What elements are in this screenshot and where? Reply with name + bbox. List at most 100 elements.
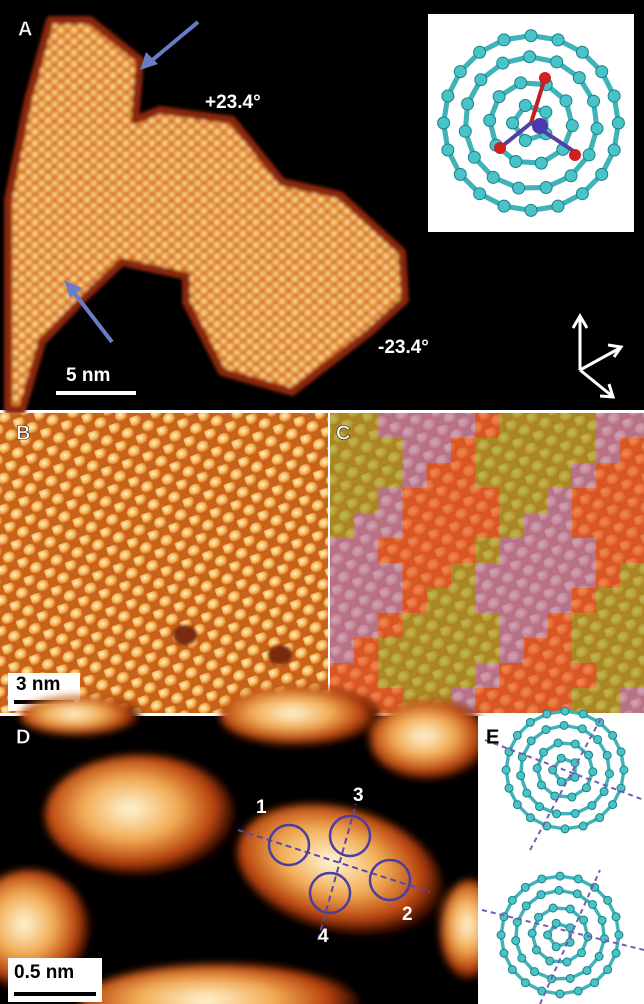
- cage-atom: [517, 953, 527, 963]
- cage-atom: [525, 717, 535, 727]
- cage-atom: [608, 730, 618, 740]
- cage-atom: [524, 203, 538, 217]
- arrow: [70, 288, 114, 344]
- site-circle: [308, 871, 352, 915]
- oxygen-atom: [539, 72, 551, 84]
- cage-atom: [551, 33, 565, 47]
- cage-atom: [595, 167, 609, 181]
- cage-bond: [513, 888, 607, 981]
- cage-atom: [520, 882, 530, 892]
- cage-atom: [542, 709, 552, 719]
- cage-atom: [607, 143, 621, 157]
- cage-atom: [575, 45, 589, 59]
- cage-atom: [619, 765, 629, 775]
- scale-label: 5 nm: [66, 365, 110, 386]
- cage-atom: [499, 948, 509, 958]
- cage-atom: [507, 895, 517, 905]
- cage-atom: [525, 813, 535, 823]
- axis-line: [317, 803, 357, 941]
- cage-atom: [567, 792, 577, 802]
- cage-atom: [518, 133, 532, 147]
- axis-line: [529, 719, 601, 851]
- cage-atom: [524, 29, 538, 43]
- metal-atom: [532, 118, 548, 134]
- cage-atom: [496, 930, 506, 940]
- molecule-blob: [370, 700, 490, 780]
- arrow-head: [64, 280, 82, 298]
- cage-bond: [518, 723, 612, 816]
- cage-atom: [512, 181, 526, 195]
- cage-atom: [539, 747, 549, 757]
- cage-atom: [579, 915, 589, 925]
- site-label: 2: [402, 904, 413, 925]
- cage-atom: [534, 912, 544, 922]
- cage-atom: [608, 800, 618, 810]
- cage-atom: [614, 930, 624, 940]
- site-circle: [267, 823, 311, 867]
- cage-atom: [507, 965, 517, 975]
- site-circle: [328, 814, 372, 858]
- cage-atom: [483, 113, 497, 127]
- cage-atom: [576, 948, 586, 958]
- molecule-blob: [220, 686, 380, 746]
- cage-atom: [551, 942, 561, 952]
- oxygen-atom: [494, 142, 506, 154]
- panel-label: A: [18, 18, 32, 40]
- panel-b: 3 nm B: [0, 413, 328, 713]
- cage-atom: [512, 800, 522, 810]
- molecule-blob: [237, 804, 443, 936]
- cage-atom: [611, 912, 621, 922]
- molecule-models: [496, 706, 629, 999]
- molecule-blob: [20, 696, 140, 736]
- panel-label: D: [16, 726, 30, 748]
- inner-bond: [498, 121, 533, 150]
- cage-atom: [559, 94, 573, 108]
- cage-atom: [550, 791, 560, 801]
- cage-atom: [536, 780, 546, 790]
- cage-atom: [530, 967, 540, 977]
- cage-atom: [590, 978, 600, 988]
- cage-atom: [539, 180, 553, 194]
- cage-atom: [582, 966, 592, 976]
- cage-atom: [577, 724, 587, 734]
- cage-atom: [555, 989, 565, 999]
- cage-atom: [534, 156, 548, 170]
- cage-atom: [473, 187, 487, 201]
- cage-atom: [572, 71, 586, 85]
- cage-atom: [611, 948, 621, 958]
- cage-atom: [543, 930, 553, 940]
- cage-atom: [565, 923, 575, 933]
- cage-atom: [551, 199, 565, 213]
- cage-atom: [437, 116, 451, 130]
- cage-atom: [453, 65, 467, 79]
- cage-atom: [441, 89, 455, 103]
- defect: [268, 645, 292, 665]
- cage-atom: [501, 765, 511, 775]
- cage-atom: [441, 143, 455, 157]
- cage-atom: [565, 119, 579, 133]
- panel-c: C: [330, 413, 644, 713]
- cage-atom: [603, 895, 613, 905]
- cage-atom: [514, 76, 528, 90]
- molecular-island: [4, 16, 409, 414]
- cage-atom: [560, 706, 570, 716]
- cage-atom: [595, 65, 609, 79]
- oxygen-atom: [569, 149, 581, 161]
- cage-atom: [504, 783, 514, 793]
- cage-atom: [584, 750, 594, 760]
- cage-atom: [575, 187, 589, 201]
- panel-label: E: [486, 726, 499, 748]
- defect: [173, 625, 197, 645]
- cage-atom: [607, 89, 621, 103]
- stm-overlay: [330, 413, 644, 713]
- cage-atom: [527, 928, 537, 938]
- cage-atom: [486, 170, 500, 184]
- cage-atom: [597, 915, 607, 925]
- cage-atom: [521, 901, 531, 911]
- cage-atom: [523, 50, 537, 64]
- cage-atom: [602, 750, 612, 760]
- cage-atom: [555, 871, 565, 881]
- cage-atom: [474, 73, 488, 87]
- cage-atom: [604, 769, 614, 779]
